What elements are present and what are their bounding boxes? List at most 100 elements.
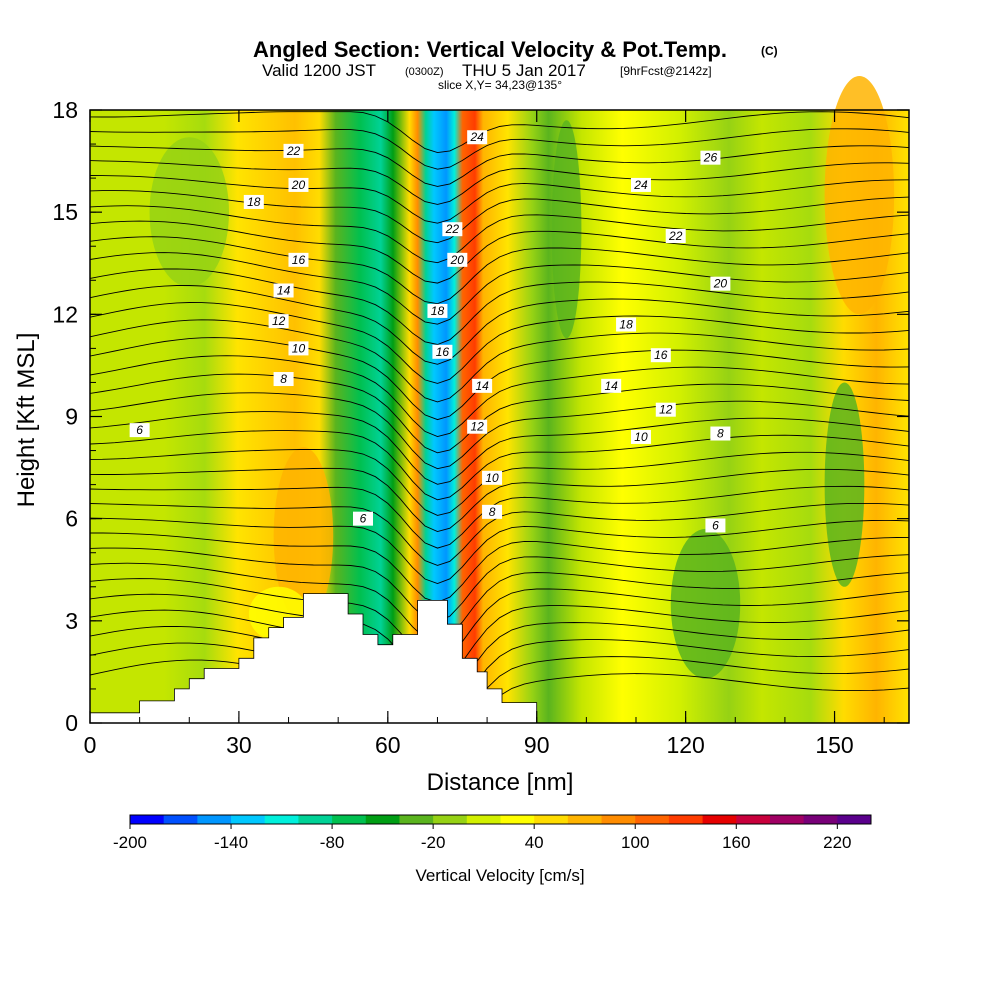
axes: 0 30 60 90 120 150 0 3 6 9 12 15 18 xyxy=(52,97,909,758)
contour-label-box xyxy=(467,419,488,434)
contour-label-box xyxy=(129,423,150,438)
contour-label: 8 xyxy=(280,372,287,386)
colorbar-label: Vertical Velocity [cm/s] xyxy=(415,866,584,885)
contour-label: 14 xyxy=(475,379,489,393)
contour-label: 20 xyxy=(713,277,728,291)
theta-contour-line xyxy=(89,392,910,470)
theta-contour-line xyxy=(89,220,910,284)
contour-label-box xyxy=(288,341,309,356)
contour-label: 10 xyxy=(485,471,499,485)
contour-label: 24 xyxy=(469,130,484,144)
colorbar-tick-label: 40 xyxy=(525,833,544,852)
theta-contour-line xyxy=(89,485,910,549)
contour-label-box xyxy=(283,143,304,158)
theta-contour-line xyxy=(89,145,910,187)
colorbar-swatch xyxy=(298,815,333,824)
plot-area: 6 6 6 8 8 8 10 10 10 12 12 12 14 14 14 16 16 16 18 18 18 20 20… xyxy=(89,75,910,724)
colorbar-swatch xyxy=(231,815,266,824)
contour-label: 22 xyxy=(445,222,460,236)
theta-contour-line xyxy=(89,302,910,384)
theta-contour-line xyxy=(89,160,910,205)
x-tick-label: 0 xyxy=(84,732,97,758)
theta-contour-line xyxy=(89,236,910,305)
colorbar-swatch xyxy=(534,815,569,824)
colorbar-swatch xyxy=(433,815,468,824)
theta-contour-line xyxy=(89,609,910,704)
colorbar-swatch xyxy=(264,815,299,824)
velocity-features xyxy=(149,75,895,679)
theta-contour-line xyxy=(89,111,910,154)
contour-label-box xyxy=(442,222,463,237)
colorbar-swatch xyxy=(803,815,838,824)
colorbar-swatch xyxy=(130,815,165,824)
contour-label: 8 xyxy=(717,427,724,441)
x-tick-label: 60 xyxy=(375,732,401,758)
colorbar-swatch xyxy=(837,815,872,824)
updraft-upper-right xyxy=(824,75,895,315)
x-tick-label: 30 xyxy=(226,732,252,758)
contour-label: 16 xyxy=(292,253,306,267)
contour-label: 20 xyxy=(291,178,306,192)
contour-label-box xyxy=(427,303,448,318)
updraft-core-left xyxy=(273,447,334,625)
contour-label: 6 xyxy=(712,518,719,532)
contour-label-box xyxy=(700,150,721,165)
y-tick-label: 15 xyxy=(52,199,78,225)
contour-label: 20 xyxy=(450,253,465,267)
colorbar-tick-label: -80 xyxy=(320,833,345,852)
colorbar-tick-label: 100 xyxy=(621,833,649,852)
colorbar-swatch xyxy=(466,815,501,824)
y-tick-label: 6 xyxy=(65,506,78,532)
contour-label-box xyxy=(655,402,676,417)
contour-label-box xyxy=(353,511,373,526)
contour-label: 12 xyxy=(470,420,484,434)
colorbar-swatch xyxy=(197,815,232,824)
theta-contour-line xyxy=(89,593,910,684)
contour-label-box xyxy=(710,426,731,441)
colorbar-swatch xyxy=(500,815,535,824)
theta-contour-line xyxy=(89,467,910,532)
theta-contour-line xyxy=(89,373,910,454)
colorbar-tick-label: 160 xyxy=(722,833,750,852)
theta-contour-line xyxy=(89,642,910,714)
colorbar-swatch xyxy=(399,815,434,824)
contour-label-box xyxy=(467,130,488,145)
theta-contour-line xyxy=(89,190,910,244)
chart-title-suffix: (C) xyxy=(761,44,778,58)
contour-label: 6 xyxy=(360,512,367,526)
theta-contour-line xyxy=(89,337,910,421)
contour-label: 24 xyxy=(633,178,648,192)
theta-contour-line xyxy=(89,252,910,325)
weak-band-upper-left xyxy=(149,137,229,288)
contour-label: 12 xyxy=(659,403,673,417)
y-tick-label: 3 xyxy=(65,608,78,634)
contour-label-box xyxy=(288,252,309,267)
valid-time-c: THU 5 Jan 2017 xyxy=(462,61,586,80)
theta-contour-line xyxy=(89,517,910,584)
theta-contour-line xyxy=(90,532,910,603)
theta-contour-line xyxy=(89,128,910,170)
slice-info: slice X,Y= 34,23@135° xyxy=(438,78,562,92)
contour-label-box xyxy=(482,504,503,519)
contour-label-box xyxy=(665,229,686,244)
colorbar-frame xyxy=(129,814,872,825)
colorbar-swatch xyxy=(635,815,670,824)
x-tick-label: 90 xyxy=(524,732,550,758)
contour-label: 14 xyxy=(277,283,291,297)
contour-label: 26 xyxy=(703,151,718,165)
theta-contour-line xyxy=(89,285,910,365)
theta-contour-line xyxy=(89,562,910,643)
colorbar-swatch xyxy=(769,815,805,824)
theta-contour-line xyxy=(89,175,910,224)
contour-label-box xyxy=(273,372,294,387)
theta-contour-line xyxy=(89,355,910,437)
x-tick-label: 150 xyxy=(815,732,853,758)
contour-label-box xyxy=(472,378,493,393)
y-axis-label: Height [Kft MSL] xyxy=(13,333,40,508)
contour-label-box xyxy=(268,314,289,329)
colorbar-swatch xyxy=(567,815,603,824)
x-axis-label: Distance [nm] xyxy=(427,769,574,796)
contour-label-box xyxy=(616,317,637,332)
contour-label-box xyxy=(482,470,503,485)
